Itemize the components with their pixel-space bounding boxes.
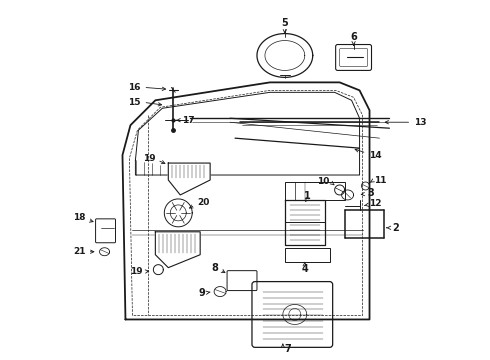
- Bar: [285, 182, 344, 200]
- Text: 13: 13: [415, 118, 427, 127]
- Text: 8: 8: [211, 263, 218, 273]
- Text: 6: 6: [350, 32, 357, 41]
- Text: 3: 3: [368, 188, 374, 198]
- Text: 2: 2: [392, 223, 399, 233]
- Polygon shape: [168, 163, 210, 195]
- Text: 19: 19: [143, 154, 155, 163]
- Text: 15: 15: [128, 98, 141, 107]
- Text: 7: 7: [285, 345, 292, 354]
- Text: 9: 9: [198, 288, 205, 298]
- Bar: [285, 248, 330, 262]
- Text: 20: 20: [197, 198, 210, 207]
- Text: 19: 19: [130, 267, 143, 276]
- Text: 11: 11: [374, 176, 387, 185]
- Text: 18: 18: [73, 213, 86, 222]
- Text: 17: 17: [182, 116, 195, 125]
- Text: 1: 1: [304, 191, 311, 201]
- Text: 12: 12: [369, 199, 382, 208]
- Text: 21: 21: [73, 247, 86, 256]
- Text: 14: 14: [369, 150, 382, 159]
- Text: 10: 10: [318, 177, 330, 186]
- Text: 4: 4: [301, 264, 308, 274]
- Polygon shape: [155, 232, 200, 268]
- Text: 16: 16: [128, 83, 141, 92]
- Text: 5: 5: [281, 18, 288, 28]
